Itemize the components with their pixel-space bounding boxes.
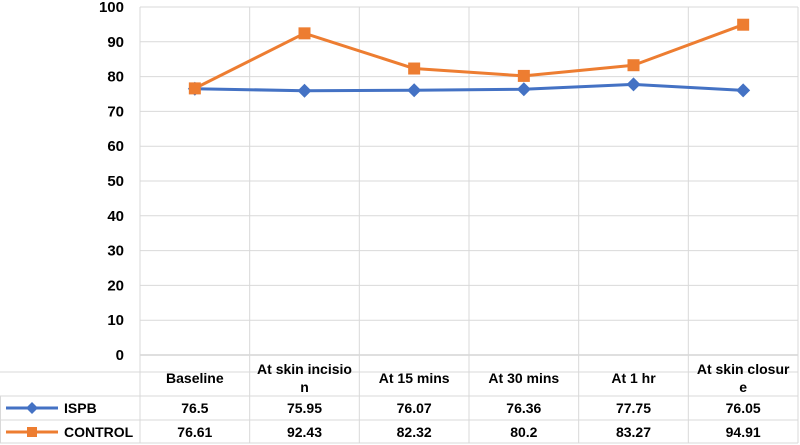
point-control: [627, 59, 640, 72]
y-tick-40: 40: [107, 208, 124, 225]
grid-lines: [139, 6, 799, 443]
category-label: n: [300, 379, 309, 395]
legend-label-control: CONTROL: [64, 424, 134, 440]
point-control: [408, 62, 421, 75]
table-cell-ispb: 76.05: [726, 400, 761, 416]
y-tick-90: 90: [107, 34, 124, 51]
table-cell-control: 76.61: [177, 424, 212, 440]
category-label: At 15 mins: [379, 370, 450, 386]
point-ispb: [297, 83, 312, 98]
point-control: [737, 18, 750, 31]
data-table: Baseline At skin incisio n At 15 mins At 30 …: [0, 361, 798, 444]
point-ispb: [736, 83, 751, 98]
table-cell-ispb: 76.5: [181, 400, 208, 416]
series-line-control: [194, 23, 744, 90]
category-label: Baseline: [166, 370, 224, 386]
point-control: [517, 69, 530, 82]
category-label: At skin closur: [697, 361, 790, 377]
legend-label-ispb: ISPB: [64, 400, 97, 416]
category-label: At 30 mins: [488, 370, 559, 386]
table-cell-ispb: 76.07: [397, 400, 432, 416]
point-control: [188, 82, 201, 95]
y-tick-50: 50: [107, 173, 124, 190]
table-cell-ispb: 75.95: [287, 400, 322, 416]
y-tick-10: 10: [107, 312, 124, 329]
point-ispb: [516, 82, 531, 97]
table-cell-control: 82.32: [397, 424, 432, 440]
y-tick-70: 70: [107, 103, 124, 120]
point-control: [298, 27, 311, 40]
point-ispb: [407, 83, 422, 98]
table-cell-ispb: 77.75: [616, 400, 651, 416]
legend-marker-control: [27, 427, 37, 437]
y-tick-60: 60: [107, 138, 124, 155]
table-cell-control: 80.2: [510, 424, 537, 440]
table-cell-control: 83.27: [616, 424, 651, 440]
y-tick-0: 0: [116, 347, 124, 364]
table-cell-control: 92.43: [287, 424, 322, 440]
category-label: e: [739, 379, 747, 395]
y-tick-100: 100: [99, 0, 124, 16]
y-tick-20: 20: [107, 277, 124, 294]
series-line-ispb: [194, 82, 744, 93]
table-cell-control: 94.91: [726, 424, 761, 440]
table-cell-ispb: 76.36: [506, 400, 541, 416]
point-ispb: [626, 77, 641, 92]
y-tick-80: 80: [107, 69, 124, 86]
y-axis-ticks: 0 10 20 30 40 50 60 70 80 90 100: [99, 0, 124, 364]
category-label: At skin incisio: [257, 361, 352, 377]
y-tick-30: 30: [107, 243, 124, 260]
series-layer: [187, 18, 751, 98]
category-label: At 1 hr: [611, 370, 656, 386]
legend-marker-ispb: [26, 402, 38, 414]
